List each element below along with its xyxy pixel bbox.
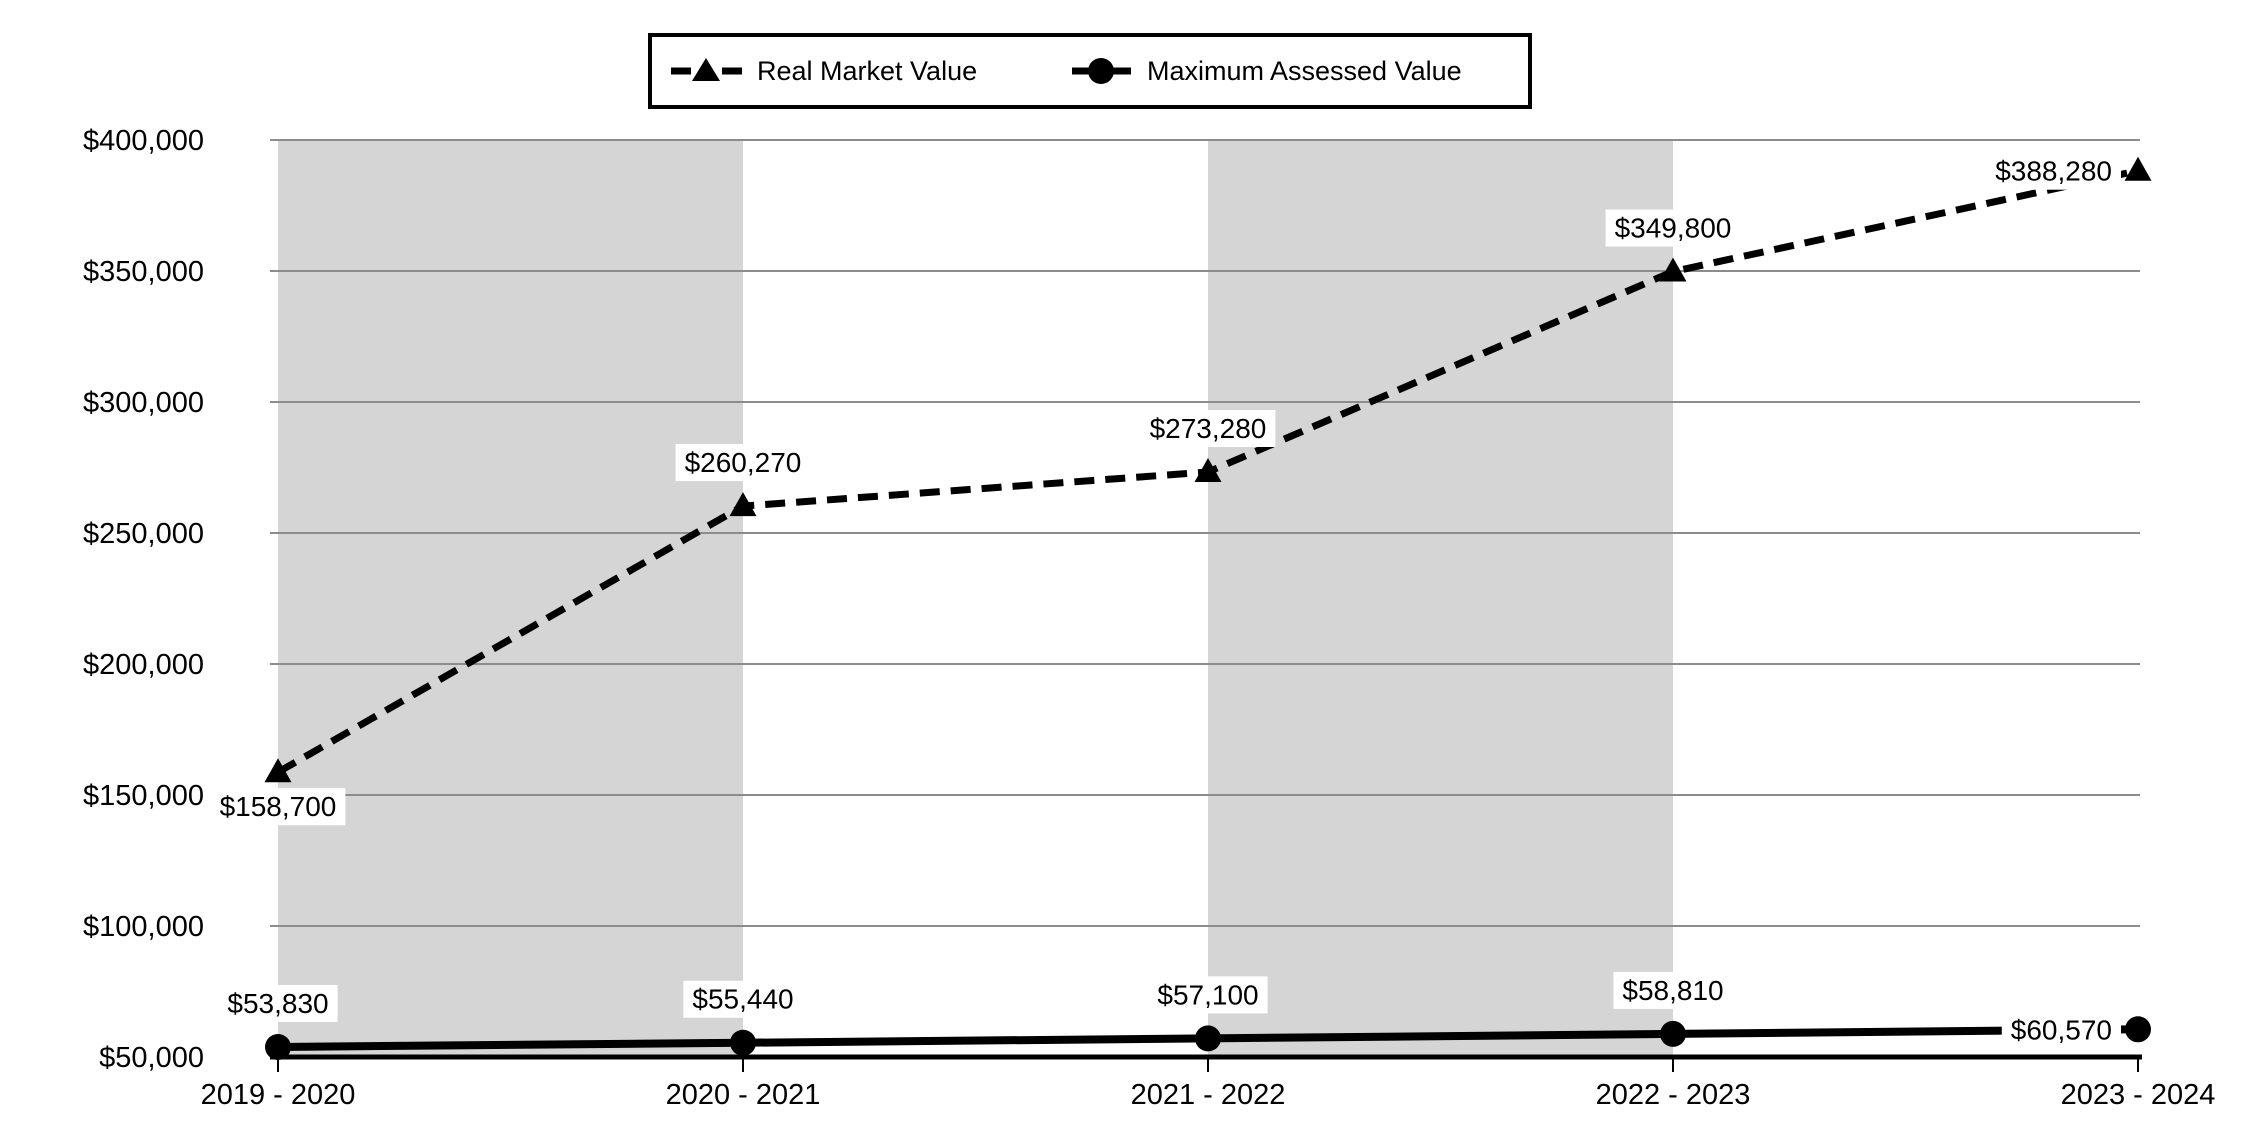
circle-marker bbox=[265, 1033, 291, 1060]
triangle-marker bbox=[2124, 156, 2152, 181]
data-label-background bbox=[1148, 976, 1268, 1014]
circle-marker bbox=[2125, 1016, 2151, 1043]
data-label-background bbox=[1605, 209, 1741, 247]
data-label: $53,830 bbox=[227, 988, 328, 1019]
plot-area: 2019 - 2020 2020 - 2021 2021 - 2022 2022 - … bbox=[83, 125, 2215, 1111]
plot-band bbox=[1208, 140, 1673, 1057]
y-axis-label: $150,000 bbox=[83, 780, 204, 812]
x-axis-label: 2019 - 2020 bbox=[201, 1079, 356, 1111]
data-label: $349,800 bbox=[1615, 213, 1732, 244]
triangle-marker bbox=[264, 758, 292, 783]
data-label-background bbox=[1140, 410, 1276, 448]
y-axis-label: $200,000 bbox=[83, 649, 204, 681]
data-label: $260,270 bbox=[685, 447, 802, 478]
y-axis-label: $300,000 bbox=[83, 387, 204, 419]
circle-marker-icon bbox=[1088, 58, 1114, 84]
data-label: $273,280 bbox=[1150, 413, 1267, 444]
x-axis-label: 2021 - 2022 bbox=[1131, 1079, 1286, 1111]
legend-item-real-market-value: Real Market Value bbox=[671, 56, 977, 86]
data-label: $57,100 bbox=[1157, 979, 1258, 1010]
data-label: $158,700 bbox=[220, 791, 337, 822]
data-label-background bbox=[210, 788, 346, 826]
data-label-background bbox=[218, 984, 338, 1022]
y-axis-label: $250,000 bbox=[83, 518, 204, 550]
triangle-marker bbox=[1194, 458, 1222, 483]
data-label: $388,280 bbox=[1995, 156, 2112, 187]
data-label-background bbox=[675, 444, 811, 482]
data-label-background bbox=[2001, 1011, 2121, 1049]
data-label-background bbox=[1613, 971, 1733, 1009]
data-label: $55,440 bbox=[692, 984, 793, 1015]
triangle-marker-icon bbox=[692, 58, 720, 81]
y-axis-label: $400,000 bbox=[83, 125, 204, 157]
data-label-background bbox=[1986, 152, 2121, 190]
triangle-marker bbox=[1659, 257, 1687, 282]
x-axis-label: 2023 - 2024 bbox=[2061, 1079, 2216, 1111]
y-axis-label: $50,000 bbox=[99, 1042, 204, 1074]
plot-band bbox=[278, 140, 743, 1057]
data-label: $58,810 bbox=[1622, 975, 1723, 1006]
data-label: $60,570 bbox=[2011, 1014, 2112, 1045]
y-axis-label: $100,000 bbox=[83, 911, 204, 943]
triangle-marker bbox=[729, 492, 757, 517]
circle-marker bbox=[1660, 1020, 1686, 1047]
x-axis-label: 2020 - 2021 bbox=[666, 1079, 821, 1111]
y-axis-label: $350,000 bbox=[83, 256, 204, 288]
legend-label-maximum-assessed-value: Maximum Assessed Value bbox=[1147, 56, 1462, 86]
legend-item-maximum-assessed-value: Maximum Assessed Value bbox=[1072, 56, 1462, 86]
data-label-background bbox=[683, 980, 803, 1018]
legend-label-real-market-value: Real Market Value bbox=[757, 56, 977, 86]
legend: Real Market Value Maximum Assessed Value bbox=[648, 33, 1532, 109]
x-axis-label: 2022 - 2023 bbox=[1596, 1079, 1751, 1111]
circle-marker bbox=[1195, 1025, 1221, 1052]
circle-marker bbox=[730, 1029, 756, 1056]
